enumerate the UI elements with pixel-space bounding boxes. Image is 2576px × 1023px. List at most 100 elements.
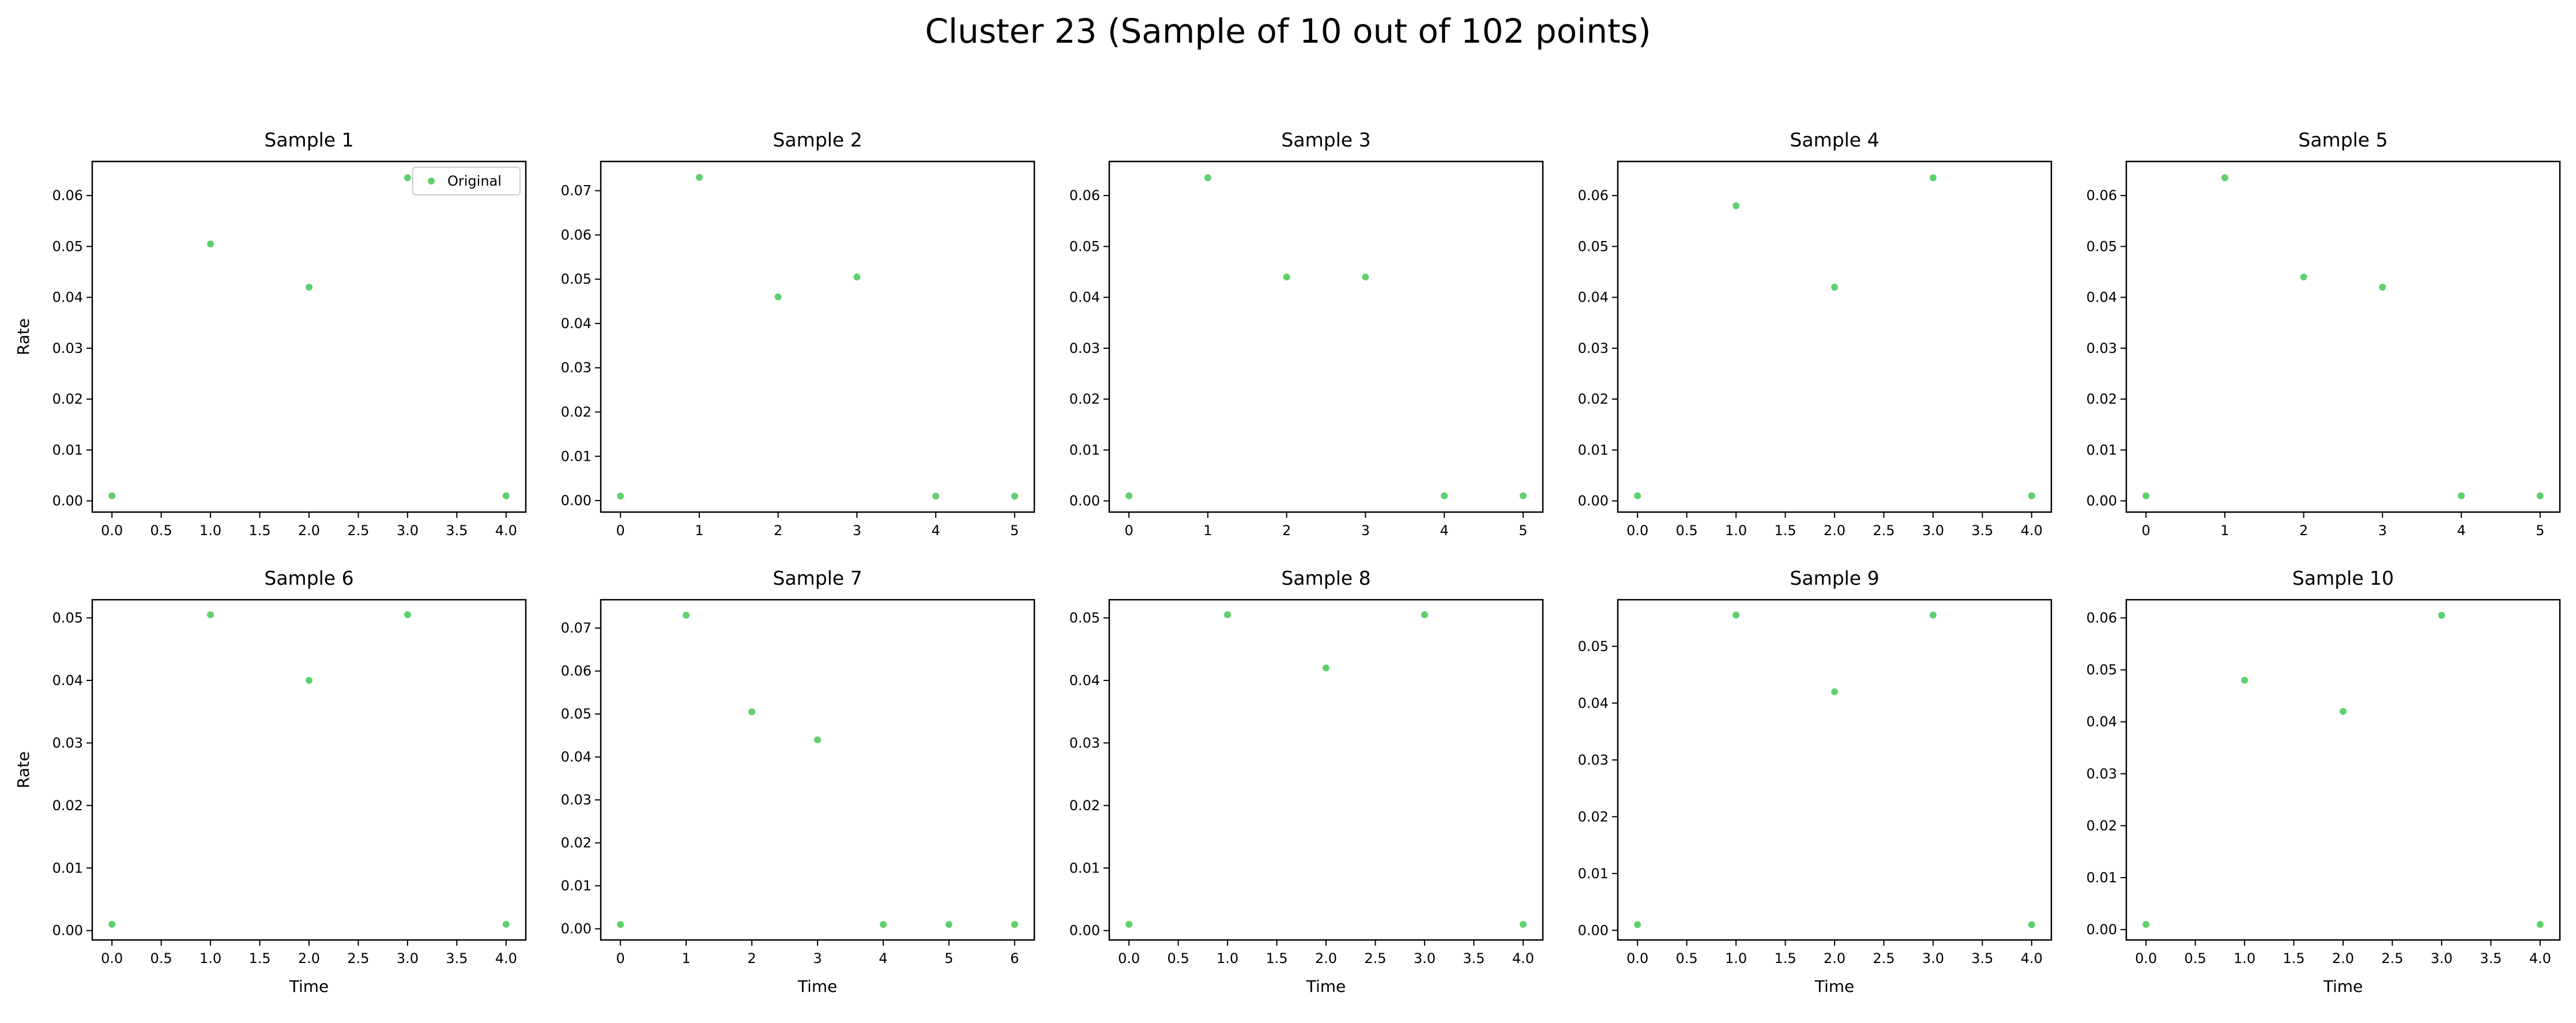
data-point bbox=[1831, 283, 1838, 291]
y-tick-label: 0.01 bbox=[561, 448, 592, 464]
x-tick-label: 1.0 bbox=[1725, 522, 1747, 539]
y-tick-label: 0.04 bbox=[52, 672, 83, 689]
axes-frame bbox=[2125, 160, 2561, 513]
x-tick-label: 4.0 bbox=[2021, 522, 2043, 539]
x-tick-label: 1 bbox=[695, 522, 703, 539]
y-tick-label: 0.05 bbox=[1578, 238, 1609, 254]
data-point bbox=[1125, 920, 1133, 928]
x-tick-label: 0.5 bbox=[1168, 950, 1189, 966]
data-point bbox=[1929, 174, 1937, 182]
data-point bbox=[404, 174, 411, 182]
x-tick-label: 5 bbox=[944, 950, 953, 966]
x-tick-label: 2.0 bbox=[298, 522, 320, 539]
x-tick-label: 1 bbox=[1203, 522, 1212, 539]
x-tick-label: 3 bbox=[853, 522, 861, 539]
y-tick-label: 0.04 bbox=[1578, 289, 1609, 306]
x-tick-label: 0.0 bbox=[2135, 950, 2157, 966]
y-tick-label: 0.04 bbox=[1578, 695, 1609, 711]
x-tick-label: 2 bbox=[2299, 522, 2308, 539]
y-tick-label: 0.05 bbox=[1578, 638, 1609, 655]
data-point bbox=[502, 920, 510, 928]
x-tick-label: 0.5 bbox=[1676, 522, 1698, 539]
x-tick-label: 0.5 bbox=[150, 522, 172, 539]
data-point bbox=[2028, 492, 2035, 499]
data-point bbox=[207, 240, 214, 247]
axes-frame bbox=[91, 599, 527, 941]
x-tick-label: 1.5 bbox=[248, 522, 270, 539]
data-point bbox=[748, 708, 756, 716]
x-tick-label: 2 bbox=[774, 522, 782, 539]
x-tick-label: 2 bbox=[1282, 522, 1291, 539]
y-tick-label: 0.03 bbox=[2087, 766, 2117, 782]
data-point bbox=[1362, 273, 1369, 281]
axes-frame bbox=[1617, 160, 2052, 513]
x-tick-label: 2.0 bbox=[298, 950, 320, 966]
x-tick-label: 1.0 bbox=[199, 522, 221, 539]
y-tick-label: 0.01 bbox=[52, 442, 83, 458]
x-axis-label: Time bbox=[289, 977, 329, 996]
subplot-title: Sample 9 bbox=[1790, 567, 1879, 589]
x-tick-label: 1 bbox=[2220, 522, 2229, 539]
x-tick-label: 1.0 bbox=[199, 950, 221, 966]
data-point bbox=[2300, 273, 2307, 281]
y-tick-label: 0.05 bbox=[1069, 238, 1100, 254]
x-tick-label: 3.5 bbox=[1463, 950, 1485, 966]
y-tick-label: 0.04 bbox=[52, 289, 83, 306]
x-tick-label: 4 bbox=[931, 522, 940, 539]
data-point bbox=[1421, 611, 1428, 619]
x-tick-label: 0.0 bbox=[101, 950, 123, 966]
x-tick-label: 2.5 bbox=[2381, 950, 2403, 966]
subplot-6: Sample 6 0.0 0.5 1.0 1.5 2.0 2.5 3.0 3.5 4.0 0.00 0… bbox=[14, 567, 527, 996]
data-point bbox=[2536, 492, 2544, 499]
y-tick-label: 0.02 bbox=[52, 798, 83, 814]
y-tick-label: 0.00 bbox=[561, 921, 592, 937]
subplot-1: Sample 1 0.0 0.5 1.0 1.5 2.0 2.5 3.0 3.5 4.0 0.00 0… bbox=[14, 129, 527, 539]
x-tick-label: 2.5 bbox=[1873, 950, 1895, 966]
data-point bbox=[2142, 492, 2150, 499]
y-tick-label: 0.01 bbox=[1578, 866, 1609, 882]
x-tick-label: 3.0 bbox=[1922, 522, 1944, 539]
x-tick-label: 1.0 bbox=[1725, 950, 1747, 966]
y-tick-label: 0.00 bbox=[52, 493, 83, 509]
y-tick-label: 0.00 bbox=[1069, 493, 1100, 509]
data-point bbox=[2142, 920, 2150, 928]
x-tick-label: 3.5 bbox=[1971, 522, 1993, 539]
x-tick-label: 3.5 bbox=[2480, 950, 2502, 966]
data-point bbox=[502, 492, 510, 499]
subplot-10: Sample 10 0.0 0.5 1.0 1.5 2.0 2.5 3.0 3.5 4.0 0.00… bbox=[2087, 567, 2561, 996]
x-tick-label: 1.5 bbox=[1774, 950, 1796, 966]
data-point bbox=[853, 273, 861, 281]
axes-frame bbox=[2125, 599, 2561, 941]
data-point bbox=[2241, 676, 2249, 684]
data-point bbox=[2340, 708, 2347, 715]
x-tick-label: 3 bbox=[2378, 522, 2387, 539]
x-tick-label: 3.0 bbox=[2431, 950, 2453, 966]
data-point bbox=[2028, 921, 2035, 928]
y-tick-label: 0.07 bbox=[561, 620, 592, 636]
y-tick-label: 0.03 bbox=[2087, 340, 2117, 356]
y-tick-label: 0.04 bbox=[561, 315, 592, 332]
x-tick-label: 2.5 bbox=[1873, 522, 1895, 539]
x-tick-label: 0 bbox=[2142, 522, 2151, 539]
y-tick-label: 0.06 bbox=[52, 187, 83, 204]
data-point bbox=[1204, 174, 1211, 182]
figure-title: Cluster 23 (Sample of 10 out of 102 poin… bbox=[925, 12, 1651, 51]
subplot-title: Sample 6 bbox=[264, 567, 353, 589]
y-tick-label: 0.05 bbox=[2087, 662, 2117, 678]
data-point bbox=[108, 920, 116, 928]
x-tick-label: 0 bbox=[616, 950, 625, 966]
data-point bbox=[1323, 664, 1330, 672]
data-point bbox=[683, 611, 690, 619]
y-tick-label: 0.01 bbox=[1578, 442, 1609, 458]
x-tick-label: 3 bbox=[1361, 522, 1370, 539]
y-tick-label: 0.05 bbox=[2087, 238, 2117, 254]
data-point bbox=[1283, 273, 1290, 281]
subplot-5: Sample 5 0 1 2 3 4 5 0.00 0.01 0.02 0.03 0.04 0.05 0.… bbox=[2087, 129, 2561, 539]
y-tick-label: 0.04 bbox=[1069, 289, 1100, 306]
x-tick-label: 0.0 bbox=[1626, 950, 1648, 966]
y-tick-label: 0.02 bbox=[561, 404, 592, 420]
axes-frame bbox=[91, 160, 527, 513]
y-tick-label: 0.06 bbox=[2087, 187, 2117, 204]
subplot-title: Sample 3 bbox=[1281, 129, 1370, 151]
x-axis-label: Time bbox=[1814, 977, 1855, 996]
